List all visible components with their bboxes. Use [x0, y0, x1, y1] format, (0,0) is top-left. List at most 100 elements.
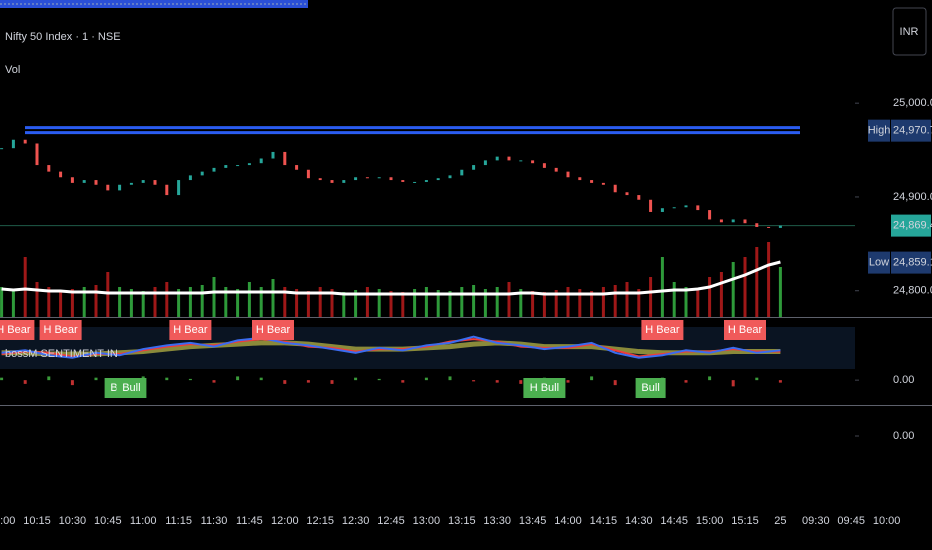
- x-tick-label: 09:45: [837, 515, 865, 527]
- price-tag-name: Low: [869, 257, 889, 269]
- x-tick-label: 12:15: [306, 515, 334, 527]
- volume-bar: [554, 290, 558, 317]
- volume-bar: [507, 282, 511, 317]
- x-tick-label: 10:15: [23, 515, 51, 527]
- volume-bar: [35, 282, 39, 317]
- x-tick-label: 14:00: [554, 515, 582, 527]
- volume-bar: [413, 289, 417, 317]
- x-tick-label: 14:45: [660, 515, 688, 527]
- candle: [519, 160, 523, 162]
- volume-bar: [436, 290, 440, 317]
- candle: [767, 226, 771, 228]
- volume-bar: [566, 287, 570, 317]
- histogram-bar: [165, 377, 169, 381]
- histogram-bar: [472, 380, 476, 382]
- candle: [590, 180, 594, 183]
- candle: [684, 205, 688, 208]
- volume-bar: [0, 287, 4, 317]
- candle: [649, 199, 653, 212]
- price-tag: 24,859.15: [893, 257, 932, 269]
- symbol: Nifty 50 Index · 1 · NSE: [5, 31, 121, 43]
- x-tick-label: 15:00: [696, 515, 724, 527]
- histogram-bar: [259, 377, 263, 381]
- histogram-bar: [731, 380, 735, 387]
- histogram-bar: [613, 380, 617, 386]
- volume-bar: [731, 262, 735, 317]
- histogram-bar: [94, 377, 98, 381]
- x-tick-label: 11:45: [236, 515, 263, 527]
- x-tick-label: 13:30: [483, 515, 511, 527]
- candle: [743, 219, 747, 224]
- volume-bar: [365, 287, 369, 317]
- volume-bar: [165, 282, 169, 317]
- histogram-bar: [354, 377, 358, 381]
- histogram-bar: [377, 378, 381, 381]
- sentiment-line: [1, 335, 781, 359]
- candle: [660, 208, 664, 212]
- y-tick-label: 25,000.00: [893, 97, 932, 109]
- price-tag: 24,869.45: [893, 220, 932, 232]
- candle: [778, 225, 782, 228]
- histogram-bar: [519, 380, 523, 384]
- bull-signal: [116, 378, 147, 398]
- volume-bar: [342, 292, 346, 317]
- candle: [259, 158, 263, 164]
- candle: [566, 171, 570, 178]
- candle: [472, 165, 476, 170]
- y-tick-label: 24,800.00: [893, 285, 932, 297]
- bear-signal: [169, 320, 212, 340]
- volume-bar: [141, 291, 145, 317]
- currency-button[interactable]: [892, 7, 927, 56]
- x-tick-label: 14:15: [590, 515, 618, 527]
- volume-bar: [153, 287, 157, 317]
- x-tick-label: 10:45: [94, 515, 122, 527]
- volume-bar: [708, 277, 712, 317]
- x-tick-label: 14:30: [625, 515, 653, 527]
- candle: [495, 156, 499, 161]
- volume-bar: [531, 291, 535, 317]
- candle: [141, 180, 145, 183]
- histogram-bar: [590, 376, 594, 381]
- volume-bar: [70, 289, 74, 317]
- candle: [82, 180, 86, 183]
- candle: [365, 177, 369, 179]
- volume-bar: [519, 289, 523, 317]
- signal-label: H Bear: [645, 324, 680, 336]
- candle: [165, 184, 169, 196]
- bull-signal: [523, 378, 566, 398]
- volume-bar: [660, 257, 664, 317]
- volume-bar: [743, 257, 747, 317]
- volume-bar: [755, 247, 759, 317]
- indicator-title: bossM SENTIMENT IN: [5, 348, 118, 360]
- histogram-bar: [424, 377, 428, 381]
- bull-signal: [635, 378, 666, 398]
- candle: [448, 175, 452, 179]
- candle: [554, 167, 558, 172]
- candle: [578, 177, 582, 181]
- histogram-bar: [23, 380, 27, 384]
- volume-bar: [318, 287, 322, 317]
- volume-bar: [542, 292, 546, 317]
- candle: [507, 156, 511, 161]
- candle: [531, 160, 535, 164]
- candle: [106, 184, 110, 191]
- volume-bar: [188, 287, 192, 317]
- volume-bar: [625, 282, 629, 317]
- volume-bar: [401, 292, 405, 317]
- histogram-bar: [188, 378, 192, 381]
- volume-bar: [613, 285, 617, 317]
- x-tick-label: 25: [774, 515, 786, 527]
- signal-label: H Bear: [173, 324, 208, 336]
- x-tick-label: 10:00: [0, 515, 15, 527]
- candle: [436, 178, 440, 181]
- volume-bar: [778, 267, 782, 317]
- candle: [283, 151, 287, 166]
- y-tick-label: 0.00: [893, 430, 914, 442]
- candle: [188, 175, 192, 181]
- volume-bar: [472, 285, 476, 317]
- bear-signal: [724, 320, 766, 340]
- x-tick-label: 15:15: [731, 515, 759, 527]
- signal-label: Bull: [122, 382, 140, 394]
- price-tag-bg: [891, 214, 931, 237]
- x-tick-label: 12:30: [342, 515, 370, 527]
